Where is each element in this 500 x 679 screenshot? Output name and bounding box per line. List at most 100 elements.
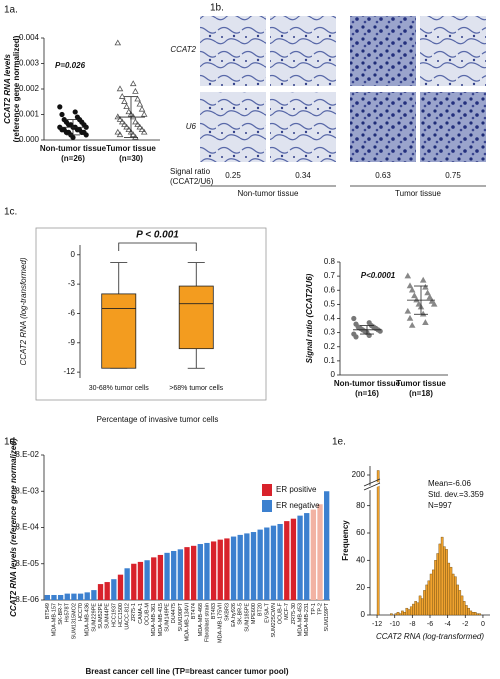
data-point (424, 289, 431, 296)
data-point (419, 276, 427, 283)
y-tick-label: 8.E-03 (15, 486, 39, 495)
histogram-bar (443, 546, 446, 616)
histogram-bar (471, 612, 475, 616)
data-point (72, 109, 78, 115)
micrograph (270, 16, 336, 86)
x-tick-label: Tumor tissue (106, 144, 156, 153)
data-point (121, 121, 128, 127)
y-tick-label: 0 (361, 610, 366, 619)
x-tick-label: ZR75-30 (291, 603, 297, 624)
x-tick-label: 0 (481, 621, 485, 628)
x-tick-label: MCF-7 (284, 603, 290, 620)
legend-swatch (262, 500, 272, 512)
bar (270, 525, 277, 600)
ratio-value: 0.25 (225, 171, 241, 180)
histogram-bar (458, 590, 462, 616)
data-point (353, 334, 359, 340)
bar (184, 547, 190, 600)
ratio-value: 0.34 (295, 171, 311, 180)
bar (284, 521, 290, 600)
data-point (57, 104, 63, 110)
data-point (121, 98, 128, 104)
histogram-bar (398, 613, 402, 616)
ratio-value: 0.75 (445, 171, 461, 180)
histogram-bar (445, 549, 448, 616)
y-tick-label: 20 (356, 583, 365, 592)
axis-title: CCAT2 RNA (log-transformed) (376, 632, 484, 641)
ratio-label: Signal ratio (170, 167, 211, 176)
bar (104, 582, 110, 600)
histogram-bar (405, 607, 409, 616)
histogram-bar (436, 553, 440, 616)
bar (264, 527, 270, 600)
histogram-bar (451, 573, 455, 616)
x-tick-label: Non-tumor tissue (334, 379, 401, 388)
group-label: Tumor tissue (395, 189, 441, 198)
micrograph (200, 16, 266, 86)
x-tick-label: TP-2 (317, 603, 323, 615)
annotation: Std. dev.=3.359 (428, 490, 484, 499)
bar (310, 509, 317, 600)
y-tick-label: 0.2 (324, 342, 336, 351)
x-tick-label: -12 (372, 621, 382, 628)
data-point (419, 310, 427, 317)
x-tick-label: ZR75-1 (131, 603, 137, 621)
bar (217, 539, 223, 600)
data-point (140, 128, 148, 135)
data-point (408, 286, 416, 293)
x-tick-note: (n=30) (119, 154, 143, 163)
axis-title: Frequency (341, 520, 350, 561)
histogram-bar (376, 470, 380, 616)
x-tick-label: EVSA-T (264, 602, 270, 623)
y-tick-label: -12 (63, 367, 75, 376)
legend-swatch (262, 484, 272, 496)
histogram-bar (432, 569, 435, 616)
bar (124, 568, 130, 600)
x-tick-label: SUM52PE (98, 603, 104, 629)
bar (204, 542, 210, 600)
y-tick-label: 8.E-02 (15, 450, 39, 459)
bar (197, 544, 203, 600)
histogram-bar (390, 613, 393, 616)
histogram-bar (454, 576, 457, 616)
histogram-bar (469, 610, 473, 616)
panel-label: 1c. (4, 207, 17, 218)
y-tick-label: 40 (356, 555, 365, 564)
data-point (428, 297, 436, 304)
data-point (114, 128, 122, 135)
histogram-bar (427, 580, 431, 616)
bar (144, 560, 150, 600)
x-tick-label: SUM1315MO2 (71, 603, 77, 639)
x-tick-label: -8 (409, 621, 415, 628)
bar (324, 491, 330, 600)
histogram-bar (425, 584, 428, 616)
x-tick-label: SUM44PE (105, 603, 111, 629)
bar (44, 594, 50, 600)
histogram-bar (423, 590, 426, 616)
histogram-bar (476, 613, 479, 616)
data-point (114, 39, 122, 46)
data-point (134, 95, 141, 102)
histogram-bar (409, 606, 413, 616)
annotation: Mean=-6.06 (428, 479, 471, 488)
data-point (422, 283, 429, 290)
axis-title: (reference gene normalized) (12, 35, 21, 142)
panel-label: 1e. (332, 437, 346, 448)
histogram-bar (440, 536, 444, 616)
x-tick-label: 30-68% tumor cells (89, 385, 149, 392)
data-point (136, 100, 144, 107)
data-point (70, 134, 76, 141)
micrograph (350, 92, 416, 162)
x-tick-label: MPE600 (251, 603, 257, 624)
y-tick-label: 0.001 (19, 110, 40, 119)
data-point (118, 93, 126, 99)
x-tick-label: -10 (390, 621, 400, 628)
x-tick-label: HCC1937 (111, 603, 117, 627)
histogram-bar (401, 610, 404, 616)
legend-label: ER positive (276, 485, 317, 494)
annotation: P < 0.001 (136, 230, 179, 241)
data-point (129, 131, 137, 138)
micrograph (420, 16, 486, 86)
data-point (118, 118, 126, 125)
